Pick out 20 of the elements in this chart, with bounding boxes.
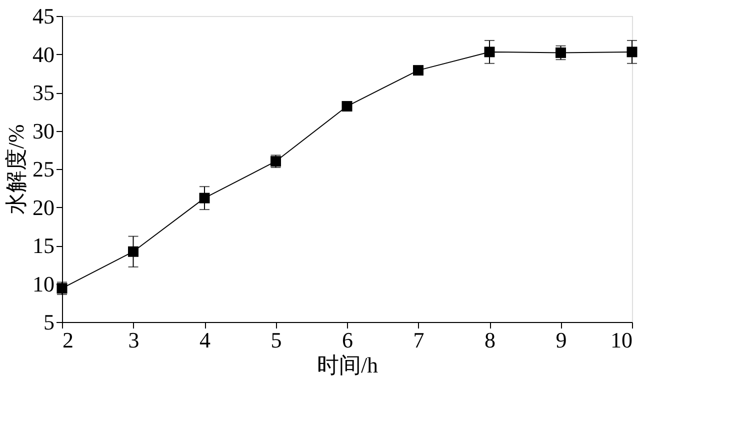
x-tick-label: 7	[413, 328, 424, 352]
y-tick-label: 35	[32, 80, 54, 105]
y-tick-label: 20	[32, 194, 54, 220]
x-tick-label: 9	[556, 328, 567, 352]
x-tick-label: 10	[610, 328, 632, 352]
y-tick-label: 5	[44, 310, 54, 334]
y-tick-label: 45	[32, 4, 54, 28]
x-tick-label: 4	[200, 328, 210, 352]
y-tick-label: 30	[32, 118, 54, 144]
x-tick-label: 5	[270, 328, 282, 352]
y-tick-label: 10	[32, 271, 54, 296]
x-tick-label: 2	[62, 328, 74, 352]
x-tick-label: 6	[342, 328, 353, 352]
y-axis-title: 水解度/%	[4, 124, 28, 215]
x-tick-label: 3	[128, 328, 140, 352]
x-axis-title: 时间/h	[316, 352, 378, 378]
x-tick-label: 8	[484, 328, 496, 352]
y-tick-label: 40	[32, 42, 54, 67]
y-tick-label: 25	[32, 156, 54, 182]
y-tick-label: 15	[32, 233, 54, 258]
